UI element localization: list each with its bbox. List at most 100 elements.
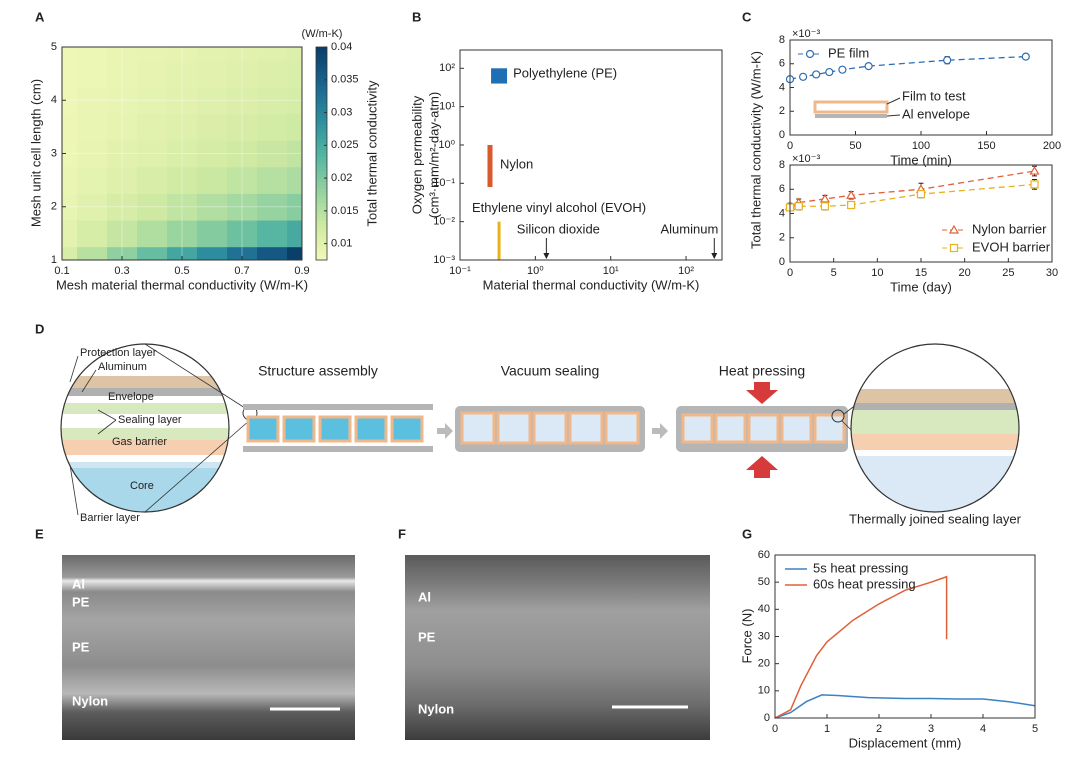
- x-tick-label: 0: [772, 723, 778, 735]
- colorbar-tick-label: 0.02: [331, 172, 352, 184]
- heat-cell: [62, 140, 78, 168]
- y-tick-label: 0: [779, 256, 785, 268]
- heat-cell: [137, 47, 168, 61]
- heat-cell: [287, 166, 303, 194]
- cores: [246, 415, 424, 443]
- heat-cell: [287, 60, 303, 88]
- y-tick-label: 6: [779, 183, 785, 195]
- y-axis-label: Oxygen permeability: [409, 95, 424, 214]
- y-tick-label: 4: [779, 81, 785, 93]
- heat-cell: [287, 47, 303, 61]
- colorbar-segment: [316, 157, 327, 162]
- colorbar-segment: [316, 178, 327, 183]
- colorbar-segment: [316, 54, 327, 59]
- heat-cell: [197, 86, 228, 115]
- heat-cell: [107, 193, 138, 221]
- image-label: Al: [418, 589, 431, 604]
- y-tick-label: 10⁰: [438, 139, 455, 151]
- heat-cell: [197, 140, 228, 168]
- x-tick-label: 0: [787, 140, 793, 152]
- heat-cell: [62, 113, 78, 141]
- heat-cell: [197, 47, 228, 61]
- colorbar-segment: [316, 189, 327, 194]
- diagram-label: Barrier layer: [80, 512, 140, 524]
- inset-leader: [886, 114, 901, 117]
- y-tick-label: 10⁻¹: [433, 177, 455, 189]
- colorbar-segment: [316, 121, 327, 126]
- x-tick-label: 10⁰: [527, 265, 544, 277]
- series-label: Polyethylene (PE): [513, 66, 617, 81]
- y-tick-label: 0: [764, 712, 770, 724]
- colorbar-segment: [316, 160, 327, 165]
- heat-cell: [137, 86, 168, 115]
- heat-cell: [77, 60, 108, 88]
- colorbar-segment: [316, 89, 327, 94]
- colorbar-segment: [316, 228, 327, 233]
- x-tick-label: 0.5: [174, 265, 189, 277]
- data-point: [864, 62, 873, 71]
- line: [774, 694, 1036, 719]
- heat-cell: [77, 113, 108, 141]
- x-axis-label: Time (min): [890, 152, 952, 167]
- panel-label: F: [398, 526, 406, 541]
- data-point: [820, 202, 830, 211]
- heat-cell: [257, 60, 288, 88]
- inset-film: [813, 100, 889, 114]
- y-tick-label: 6: [779, 58, 785, 70]
- x-tick-label: 10¹: [603, 265, 619, 277]
- heat-cell: [107, 47, 138, 61]
- heat-cell: [227, 140, 258, 168]
- heat-cell: [137, 140, 168, 168]
- y-axis-label: Total thermal conductivity (W/m-K): [748, 51, 763, 249]
- colorbar-segment: [316, 210, 327, 215]
- heat-cell: [287, 86, 303, 115]
- diagram-label: Sealing layer: [118, 414, 182, 426]
- colorbar-segment: [316, 118, 327, 123]
- colorbar-segment: [316, 128, 327, 133]
- heat-cell: [257, 140, 288, 168]
- y-tick-label: 4: [51, 94, 57, 106]
- colorbar-segment: [316, 64, 327, 69]
- colorbar-tick-label: 0.015: [331, 205, 359, 217]
- colorbar-segment: [316, 181, 327, 186]
- diagram-label: Core: [130, 480, 154, 492]
- step-title: Heat pressing: [719, 363, 805, 379]
- y-tick-label: 50: [758, 576, 770, 588]
- y-tick-label: 0: [779, 129, 785, 141]
- diagram-label: Gas barrier: [112, 436, 167, 448]
- heat-cell: [167, 113, 198, 141]
- image-label: PE: [418, 629, 436, 644]
- x-tick-label: 0.9: [294, 265, 309, 277]
- colorbar-tick-label: 0.01: [331, 238, 352, 250]
- x-tick-label: 0.1: [54, 265, 69, 277]
- colorbar-segment: [316, 164, 327, 169]
- colorbar-segment: [316, 256, 327, 261]
- colorbar-segment: [316, 242, 327, 247]
- line: [774, 575, 948, 719]
- colorbar-tick-label: 0.025: [331, 139, 359, 151]
- colorbar-segment: [316, 75, 327, 80]
- heat-cell: [137, 60, 168, 88]
- series-label: Nylon: [500, 156, 533, 171]
- x-tick-label: 25: [1002, 267, 1014, 279]
- data-point: [847, 200, 856, 210]
- heat-cell: [137, 193, 168, 221]
- legend-label: PE film: [828, 45, 869, 60]
- colorbar-segment: [316, 103, 327, 108]
- heat-cell: [77, 86, 108, 115]
- heat-cell: [257, 47, 288, 61]
- colorbar-segment: [316, 78, 327, 83]
- y-tick-label: 8: [779, 34, 785, 46]
- exponent-label: ×10⁻³: [792, 28, 820, 40]
- colorbar-segment: [316, 114, 327, 119]
- diagram-label: Envelope: [108, 391, 154, 403]
- data-point: [838, 65, 847, 74]
- colorbar-segment: [316, 50, 327, 55]
- inset-leader: [886, 97, 901, 105]
- heat-cell: [257, 193, 288, 221]
- panel-label: C: [742, 9, 752, 24]
- x-tick-label: 2: [876, 723, 882, 735]
- heat-cell: [227, 60, 258, 88]
- colorbar-segment: [316, 252, 327, 257]
